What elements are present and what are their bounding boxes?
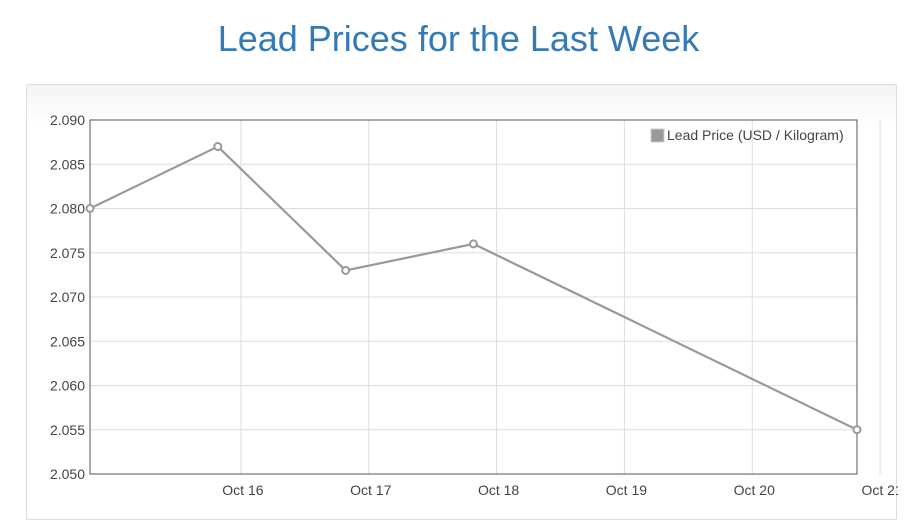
y-tick-label: 2.050 [50,466,85,482]
y-tick-label: 2.075 [50,245,85,261]
x-tick-label: Oct 16 [222,482,263,498]
data-point[interactable] [852,425,862,435]
data-point[interactable] [469,239,478,249]
y-tick-label: 2.070 [50,289,85,305]
page-title: Lead Prices for the Last Week [217,18,700,59]
y-tick-label: 2.055 [50,422,85,438]
legend-label: Lead Price (USD / Kilogram) [667,127,844,143]
legend-swatch [650,128,665,143]
data-point[interactable] [213,142,223,152]
y-tick-label: 2.080 [50,201,85,217]
plot-border [89,119,858,475]
lead-price-chart: 2.050 2.055 2.060 2.065 2.070 2.075 2.080 2.085… [50,112,898,498]
data-point[interactable] [341,265,351,275]
x-tick-label: Oct 20 [734,482,775,498]
y-tick-label: 2.090 [50,112,85,128]
data-point[interactable] [85,204,95,213]
y-tick-label: 2.065 [50,333,85,349]
y-tick-label: 2.060 [50,378,85,394]
x-tick-label: Oct 18 [478,482,519,498]
x-tick-label: Oct 19 [606,482,647,498]
x-tick-label: Oct 21 [861,482,898,498]
chart-panel: 2.050 2.055 2.060 2.065 2.070 2.075 2.080 2.085… [26,84,898,520]
x-tick-label: Oct 17 [350,482,391,498]
y-tick-label: 2.085 [50,156,85,172]
